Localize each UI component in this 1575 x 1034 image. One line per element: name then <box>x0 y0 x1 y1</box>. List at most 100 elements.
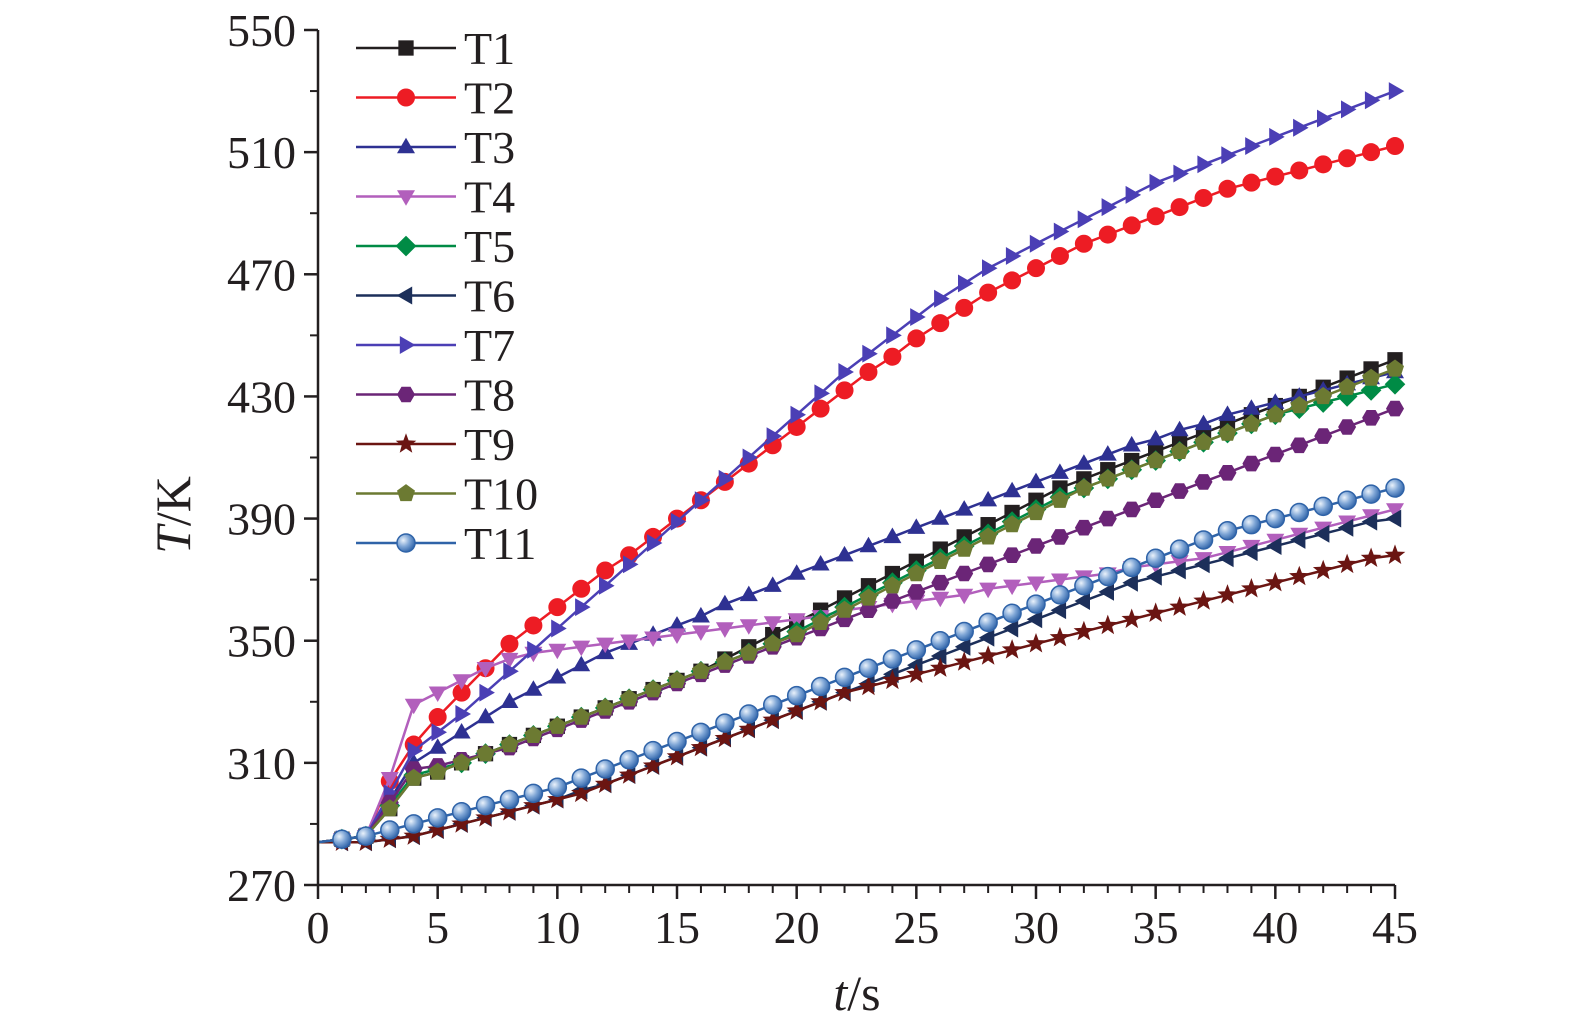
data-point-t9 <box>666 746 688 766</box>
data-point-t10 <box>1338 377 1357 395</box>
data-point-t11 <box>332 829 352 849</box>
data-point-t4 <box>548 643 567 660</box>
data-point-t9 <box>953 651 975 671</box>
data-point-t3 <box>452 723 471 739</box>
data-point-t4 <box>955 588 974 605</box>
data-point-t8 <box>1266 446 1285 463</box>
data-point-t9 <box>1169 596 1190 616</box>
data-point-t10 <box>1146 451 1165 469</box>
data-point-t3 <box>1003 481 1021 498</box>
data-point-t3 <box>1242 399 1261 415</box>
data-point-t9 <box>762 709 783 729</box>
data-point-t2 <box>1338 149 1357 168</box>
data-point-t2 <box>1074 234 1093 253</box>
data-point-t6 <box>1218 549 1234 568</box>
data-point-t3 <box>979 490 998 507</box>
legend-item-t8: T8 <box>356 370 515 421</box>
data-point-t7 <box>1005 247 1022 265</box>
data-point-t7 <box>838 363 854 381</box>
y-axis-title-var: T <box>145 523 201 554</box>
data-point-t11 <box>523 783 544 804</box>
series-line-t11 <box>317 486 1396 844</box>
data-point-t11 <box>1145 548 1166 569</box>
data-point-t11 <box>882 649 903 669</box>
data-point-t9 <box>1312 559 1334 580</box>
data-point-t8 <box>1003 547 1022 563</box>
data-point-t7 <box>1293 118 1309 137</box>
data-point-t7 <box>1125 185 1142 204</box>
data-point-t11 <box>451 801 472 822</box>
axes-layer: 0 5 10 15 20 25 30 35 40 452703103503904304705105… <box>227 5 1418 953</box>
data-point-t11 <box>1050 585 1070 605</box>
data-point-t11 <box>1385 478 1405 498</box>
x-tick-label: 40 <box>1252 902 1298 953</box>
data-point-t4 <box>931 591 950 608</box>
data-point-t2 <box>428 708 447 727</box>
data-point-t7 <box>1077 210 1094 229</box>
data-point-t7 <box>1221 146 1237 165</box>
data-point-t3 <box>1266 393 1285 409</box>
data-point-t10 <box>476 744 495 762</box>
data-point-t4 <box>1170 555 1189 571</box>
data-point-t11 <box>619 750 639 770</box>
data-point-t11 <box>1193 530 1214 550</box>
y-tick-label: 430 <box>227 371 296 422</box>
data-point-t3 <box>883 527 902 544</box>
data-point-t8 <box>1338 419 1357 435</box>
data-point-t10 <box>739 643 758 661</box>
data-point-t8 <box>1194 474 1213 490</box>
data-point-t2 <box>907 329 926 348</box>
data-point-t7 <box>646 534 663 552</box>
data-point-t9 <box>1241 578 1262 598</box>
data-point-t10 <box>955 539 974 557</box>
data-point-t9 <box>786 700 807 720</box>
data-point-t3 <box>835 545 854 562</box>
data-point-t3 <box>692 606 710 623</box>
data-point-t10 <box>1266 405 1285 423</box>
data-point-t6 <box>1289 531 1306 549</box>
data-point-t11 <box>499 789 520 810</box>
data-point-t4 <box>1027 576 1045 592</box>
data-point-t8 <box>1146 492 1165 508</box>
data-point-t11 <box>739 704 759 724</box>
data-point-t11 <box>715 713 735 733</box>
data-point-t2 <box>1003 271 1022 290</box>
legend-label: T5 <box>464 221 515 272</box>
data-point-t11 <box>858 658 879 678</box>
data-point-t10 <box>596 698 615 716</box>
data-point-t9 <box>403 825 424 845</box>
data-point-t9 <box>906 663 927 683</box>
data-point-t2 <box>1314 155 1333 174</box>
data-point-t9 <box>618 764 640 784</box>
data-point-t10 <box>1362 368 1381 386</box>
data-point-t2 <box>1170 198 1189 217</box>
data-point-t9 <box>1145 602 1166 622</box>
data-point-t3 <box>572 655 591 672</box>
data-point-t11 <box>427 808 448 828</box>
legend-label: T2 <box>464 73 515 124</box>
data-point-t7 <box>766 427 783 446</box>
data-point-t9 <box>1384 544 1406 564</box>
data-point-t10 <box>859 588 878 606</box>
data-point-t8 <box>883 593 902 609</box>
legend-item-t7: T7 <box>356 320 515 371</box>
data-point-t7 <box>910 308 926 326</box>
data-point-t6 <box>1146 567 1162 586</box>
data-point-t10 <box>644 680 663 698</box>
y-tick-label: 550 <box>227 5 296 56</box>
data-point-t2 <box>524 616 543 635</box>
data-point-t7 <box>407 741 424 760</box>
legend-label: T9 <box>464 419 515 470</box>
y-tick-label: 390 <box>227 494 296 545</box>
data-point-t9 <box>427 819 448 839</box>
data-point-t10 <box>452 753 471 771</box>
data-point-t9 <box>1193 590 1214 610</box>
series-line-t7 <box>317 89 1396 844</box>
data-point-t9 <box>499 800 520 821</box>
data-point-t11 <box>1121 557 1142 578</box>
data-point-t8 <box>1122 501 1141 518</box>
data-point-t10 <box>500 735 519 753</box>
data-point-t4 <box>1051 573 1069 589</box>
